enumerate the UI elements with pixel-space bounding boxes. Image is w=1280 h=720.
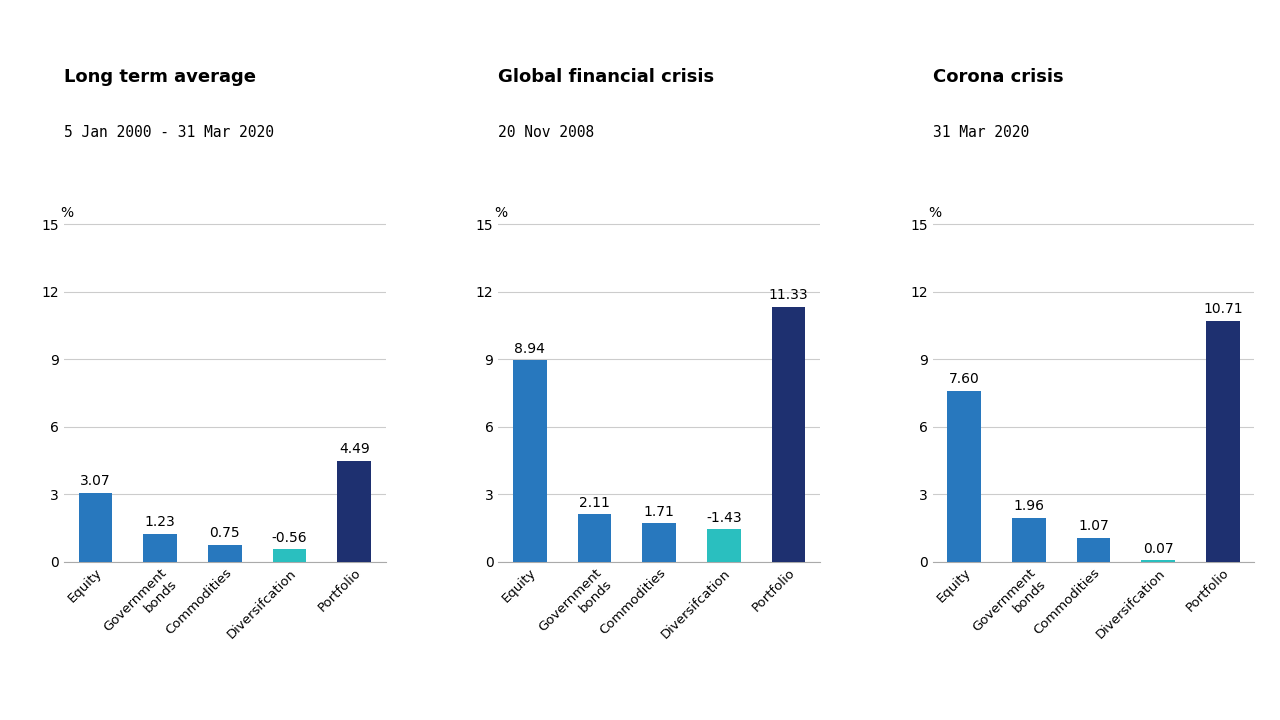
Bar [772, 307, 805, 562]
Bar [707, 529, 741, 562]
Text: 0.07: 0.07 [1143, 541, 1174, 556]
Text: %: % [60, 206, 73, 220]
Text: 3.07: 3.07 [81, 474, 111, 488]
Text: 5 Jan 2000 - 31 Mar 2020: 5 Jan 2000 - 31 Mar 2020 [64, 125, 274, 140]
Bar [577, 514, 612, 562]
Text: 1.07: 1.07 [1078, 519, 1108, 533]
Text: Global financial crisis: Global financial crisis [498, 68, 714, 86]
Bar [209, 545, 242, 562]
Text: 8.94: 8.94 [515, 342, 545, 356]
Bar [1012, 518, 1046, 562]
Bar [947, 390, 980, 562]
Text: -0.56: -0.56 [271, 531, 307, 544]
Text: 1.96: 1.96 [1014, 499, 1044, 513]
Bar [143, 534, 177, 562]
Bar [643, 523, 676, 562]
Bar [1206, 320, 1240, 562]
Text: 4.49: 4.49 [339, 442, 370, 456]
Text: Long term average: Long term average [64, 68, 256, 86]
Text: -1.43: -1.43 [707, 511, 741, 525]
Bar [78, 492, 113, 562]
Text: 2.11: 2.11 [579, 495, 611, 510]
Text: 1.71: 1.71 [644, 505, 675, 518]
Text: 1.23: 1.23 [145, 516, 175, 529]
Text: 11.33: 11.33 [769, 288, 809, 302]
Text: 7.60: 7.60 [948, 372, 979, 386]
Text: 10.71: 10.71 [1203, 302, 1243, 316]
Text: 20 Nov 2008: 20 Nov 2008 [498, 125, 595, 140]
Bar [1142, 560, 1175, 562]
Bar [338, 461, 371, 562]
Bar [513, 361, 547, 562]
Bar [1076, 538, 1110, 562]
Text: %: % [494, 206, 507, 220]
Text: Corona crisis: Corona crisis [933, 68, 1064, 86]
Bar [273, 549, 306, 562]
Text: %: % [928, 206, 942, 220]
Text: 0.75: 0.75 [210, 526, 241, 540]
Text: 31 Mar 2020: 31 Mar 2020 [933, 125, 1029, 140]
